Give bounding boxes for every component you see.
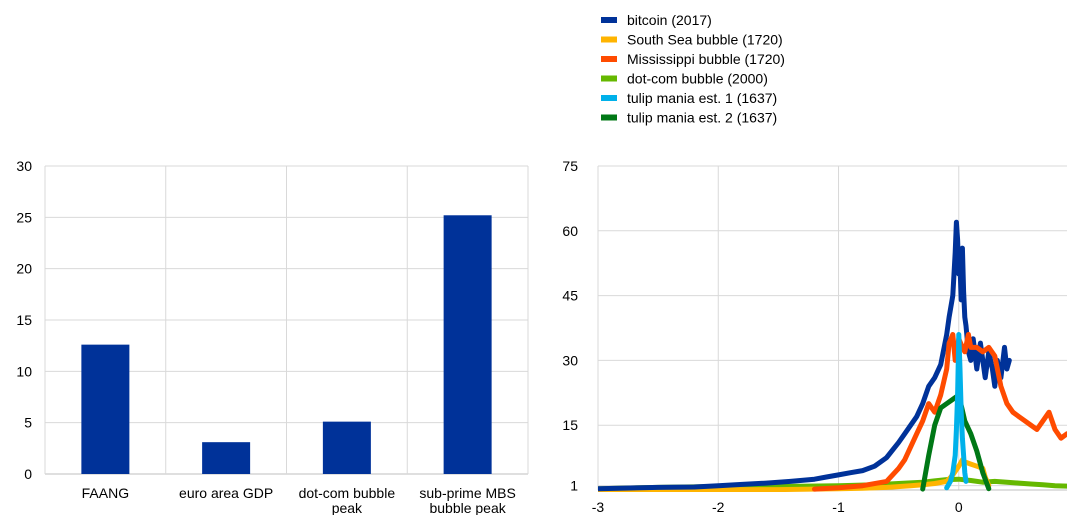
bar-category-label: euro area GDP: [179, 485, 273, 501]
bar-category-label: sub-prime MBS: [419, 485, 515, 501]
legend-swatch: [601, 56, 617, 62]
bar: [202, 442, 251, 474]
bar-category-label: dot-com bubble: [299, 485, 396, 501]
legend-label: bitcoin (2017): [627, 12, 712, 28]
legend-swatch: [601, 17, 617, 23]
line-ytick-label: 30: [562, 352, 578, 368]
legend-swatch: [601, 75, 617, 82]
line-series: [944, 332, 969, 491]
bar: [322, 421, 371, 474]
legend-label: tulip mania est. 1 (1637): [627, 90, 777, 106]
line-xtick-label: 0: [955, 499, 963, 515]
line-series: [812, 332, 1067, 492]
line-xtick-label: -1: [832, 499, 845, 515]
line-ytick-label: 75: [562, 158, 578, 174]
bar: [443, 215, 492, 474]
bar-ytick-label: 15: [16, 312, 32, 328]
bar-ytick-label: 20: [16, 261, 32, 277]
bar-chart-panel: 0 5 10 15 20 25 30 FAANG euro area GDP dot-com bu…: [16, 158, 529, 515]
line-ytick-label: 15: [562, 417, 578, 433]
line-series: [598, 219, 1012, 492]
bar-ytick-label: 5: [24, 415, 32, 431]
legend-label: dot-com bubble (2000): [627, 71, 768, 87]
bar-category-label: bubble peak: [429, 500, 506, 515]
line-series-group: [598, 219, 1067, 492]
bar-ytick-label: 0: [24, 466, 32, 482]
bar-category-label: peak: [332, 500, 363, 515]
bar-ytick-label: 30: [16, 158, 32, 174]
legend-swatch: [601, 36, 617, 43]
bar-category-label: FAANG: [82, 485, 129, 501]
line-xtick-label: -3: [592, 499, 605, 515]
line-ytick-label: 45: [562, 288, 578, 304]
bar-ytick-label: 25: [16, 209, 32, 225]
line-chart-panel: 1 15 30 45 60 75 -3 -2 -1 0 bitcoin (2017) South Se…: [562, 12, 1067, 515]
bar: [81, 344, 130, 474]
line-ytick-label: 1: [570, 478, 578, 494]
legend-label: South Sea bubble (1720): [627, 32, 783, 48]
legend-label: Mississippi bubble (1720): [627, 51, 785, 67]
legend-swatch: [601, 114, 617, 121]
legend-label: tulip mania est. 2 (1637): [627, 110, 777, 126]
line-xtick-label: -2: [712, 499, 725, 515]
line-ytick-label: 60: [562, 223, 578, 239]
bar-ytick-label: 10: [16, 363, 32, 379]
legend-swatch: [601, 95, 617, 101]
